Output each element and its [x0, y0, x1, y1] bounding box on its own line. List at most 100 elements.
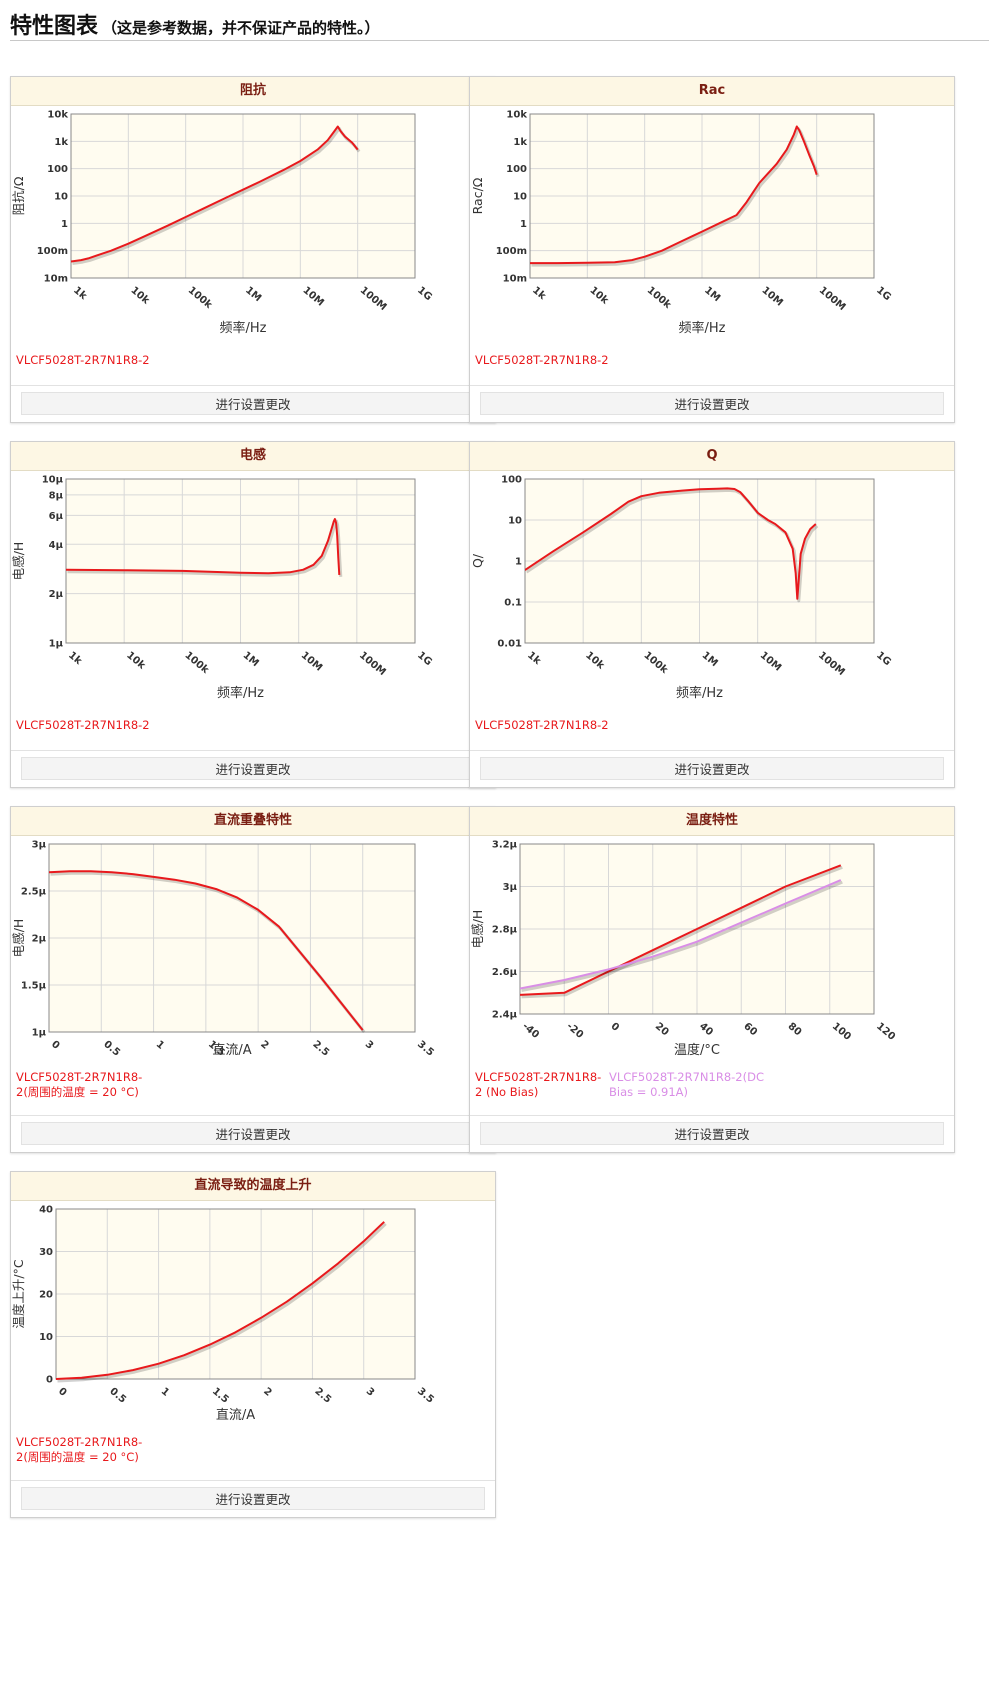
y-tick-label: 2.5μ: [21, 887, 47, 898]
series-line: [530, 125, 818, 265]
x-tick-label: 80: [786, 1021, 804, 1038]
x-tick-label: 2: [258, 1039, 270, 1052]
settings-change-button[interactable]: 进行设置更改: [480, 757, 944, 780]
x-axis-label: 直流/A: [216, 1408, 255, 1423]
x-tick-label: 100k: [641, 650, 669, 676]
x-tick-label: 1M: [702, 285, 722, 304]
y-axis-label: 电感/H: [11, 919, 26, 958]
settings-change-button[interactable]: 进行设置更改: [21, 1122, 485, 1145]
legend-item: VLCF5028T-2R7N1R8-2(周围的温度 = 20 °C): [16, 1070, 143, 1099]
x-tick-label: 10k: [587, 285, 610, 307]
y-tick-label: 1k: [513, 137, 527, 148]
x-tick-label: 1G: [415, 285, 434, 303]
x-axis-label: 直流/A: [212, 1043, 251, 1058]
x-tick-label: -40: [520, 1021, 541, 1041]
x-tick-label: 3: [364, 1386, 376, 1399]
x-tick-label: 100: [830, 1021, 853, 1043]
y-tick-label: 20: [39, 1290, 53, 1301]
x-tick-label: 2.5: [313, 1386, 334, 1406]
x-tick-label: 0.5: [101, 1039, 122, 1059]
x-tick-label: -20: [564, 1021, 585, 1041]
y-tick-label: 10: [39, 1332, 53, 1343]
x-tick-label: 1M: [241, 650, 261, 669]
page-header: 特性图表 （这是参考数据，并不保证产品的特性。）: [10, 8, 989, 41]
panel-footer: 进行设置更改: [11, 385, 495, 422]
chart-panel-inductance: 电感 1k 10k 100k 1M 10M 100M 1G 1μ 2μ 4μ 6μ 8μ 10μ 频率/H…: [10, 441, 496, 788]
x-tick-label: 120: [874, 1021, 897, 1043]
panel-footer: 进行设置更改: [470, 1115, 954, 1152]
temp-rise-chart: 0 0.5 1 1.5 2 2.5 3 3.5 0 10 20 30 40 直流/A 温度上升/°C: [11, 1205, 436, 1424]
x-tick-label: 1k: [71, 285, 89, 302]
chart-panel-dc-bias: 直流重叠特性 0 0.5 1 1.5 2 2.5 3 3.5 1μ 1.5μ 2μ 2.5μ 3μ 直流/…: [10, 806, 496, 1153]
y-tick-label: 10m: [44, 274, 68, 285]
series-shadow: [57, 1222, 387, 1383]
x-tick-label: 10k: [583, 650, 606, 672]
legend-item: VLCF5028T-2R7N1R8-2(DC Bias = 0.91A): [609, 1070, 764, 1099]
page-title: 特性图表: [10, 14, 99, 39]
plot-frame: [529, 113, 875, 279]
x-tick-label: 10M: [759, 285, 784, 309]
y-tick-label: 1μ: [49, 639, 64, 650]
settings-change-button[interactable]: 进行设置更改: [21, 757, 485, 780]
x-tick-label: 100k: [645, 285, 673, 311]
impedance-chart: 1k 10k 100k 1M 10M 100M 1G 10m 100m 1 10 100 1k 10k 频率…: [11, 110, 434, 337]
plot-frame: [524, 478, 875, 644]
legend-item: VLCF5028T-2R7N1R8-2: [16, 718, 150, 732]
series-line: [56, 1221, 385, 1380]
x-tick-label: 1G: [415, 650, 434, 668]
plot-frame: [70, 113, 416, 279]
x-tick-label: 3: [363, 1039, 375, 1052]
x-tick-label: 1k: [66, 650, 84, 667]
x-tick-label: 100M: [357, 650, 388, 678]
settings-change-button[interactable]: 进行设置更改: [480, 392, 944, 415]
chart-panel-temperature: 温度特性 -40 -20 0 20 40 60 80 100 120 2.4μ 2.6μ 2.8μ 3μ…: [469, 806, 955, 1153]
series-shadow: [521, 865, 843, 999]
x-axis-label: 频率/Hz: [679, 320, 726, 336]
inductance-chart: 1k 10k 100k 1M 10M 100M 1G 1μ 2μ 4μ 6μ 8μ 10μ 频率/Hz 电感…: [11, 475, 434, 702]
x-axis-label: 频率/Hz: [676, 685, 723, 701]
x-tick-label: 3.5: [415, 1386, 436, 1406]
legend-item: VLCF5028T-2R7N1R8-2: [475, 353, 609, 367]
series-line: [49, 870, 364, 1031]
y-tick-label: 100: [501, 475, 522, 486]
chart-title: 温度特性: [470, 807, 954, 836]
x-tick-label: 100k: [182, 650, 210, 676]
y-tick-label: 1k: [54, 137, 68, 148]
y-tick-label: 3μ: [32, 840, 47, 851]
y-tick-label: 3.2μ: [492, 840, 518, 851]
series-line: [525, 487, 817, 600]
chart-panel-rac: Rac 1k 10k 100k 1M 10M 100M 1G 10m 100m 1 10 100 1k 1…: [469, 76, 955, 423]
q-chart: 1k 10k 100k 1M 10M 100M 1G 0.01 0.1 1 10 100 频率/Hz Q/: [470, 475, 893, 702]
x-tick-label: 100M: [816, 650, 847, 678]
y-tick-label: 4μ: [49, 540, 64, 551]
x-tick-label: 10k: [124, 650, 147, 672]
chart-title: 阻抗: [11, 77, 495, 106]
y-tick-label: 1: [515, 557, 522, 568]
y-tick-label: 1μ: [32, 1028, 47, 1039]
x-tick-label: 100M: [358, 285, 389, 313]
chart-panel-q: Q 1k 10k 100k 1M 10M 100M 1G 0.01 0.1 1 10 100 频率/Hz…: [469, 441, 955, 788]
legend-item: VLCF5028T-2R7N1R8-2: [475, 718, 609, 732]
y-tick-label: 3μ: [503, 882, 518, 893]
chart-title: 直流重叠特性: [11, 807, 495, 836]
y-tick-label: 10: [513, 192, 527, 203]
y-tick-label: 1: [61, 219, 68, 230]
settings-change-button[interactable]: 进行设置更改: [480, 1122, 944, 1145]
y-tick-label: 1.5μ: [21, 981, 47, 992]
y-tick-label: 2μ: [32, 934, 47, 945]
y-tick-label: 2.8μ: [492, 925, 518, 936]
x-tick-label: 1k: [530, 285, 548, 302]
settings-change-button[interactable]: 进行设置更改: [21, 392, 485, 415]
y-tick-label: 2.6μ: [492, 967, 518, 978]
plot-frame: [519, 843, 875, 1015]
y-tick-label: 0.01: [497, 639, 522, 650]
x-tick-label: 60: [741, 1021, 759, 1038]
y-tick-label: 10k: [506, 110, 527, 121]
chart-panel-temp-rise: 直流导致的温度上升 0 0.5 1 1.5 2 2.5 3 3.5 0 10 20 30 40 直流/A 温…: [10, 1171, 496, 1518]
y-tick-label: 100: [506, 164, 527, 175]
x-tick-label: 0: [609, 1021, 621, 1034]
panel-footer: 进行设置更改: [11, 750, 495, 787]
chart-title: 直流导致的温度上升: [11, 1172, 495, 1201]
x-tick-label: 10M: [299, 650, 324, 674]
settings-change-button[interactable]: 进行设置更改: [21, 1487, 485, 1510]
